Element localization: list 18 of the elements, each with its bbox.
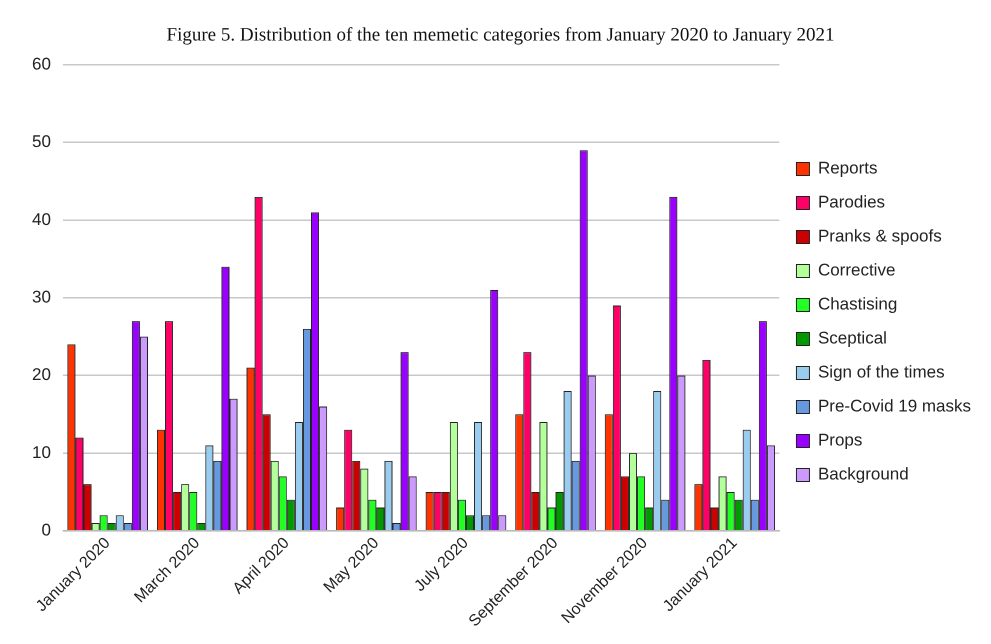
legend-label: Chastising — [818, 294, 898, 314]
y-tick-label: 30 — [32, 287, 51, 306]
legend-label: Pre-Covid 19 masks — [818, 396, 972, 416]
chart-title: Figure 5. Distribution of the ten memetic categories from January 2020 to January 2021 — [166, 24, 835, 46]
y-tick-label: 0 — [41, 520, 51, 540]
legend-label: Background — [818, 464, 909, 484]
legend-label: Sceptical — [818, 328, 887, 348]
y-tick-label: 20 — [32, 365, 51, 384]
y-tick-label: 40 — [32, 210, 51, 229]
y-tick-label: 10 — [32, 442, 51, 462]
legend-label: Reports — [818, 158, 878, 178]
legend-label: Pranks & spoofs — [818, 226, 942, 246]
y-tick-label: 50 — [32, 132, 51, 152]
legend-label: Corrective — [818, 260, 896, 280]
y-tick-label: 60 — [32, 54, 51, 74]
legend-label: Parodies — [818, 192, 886, 212]
legend-label: Props — [818, 430, 862, 450]
legend-label: Sign of the times — [818, 362, 945, 382]
